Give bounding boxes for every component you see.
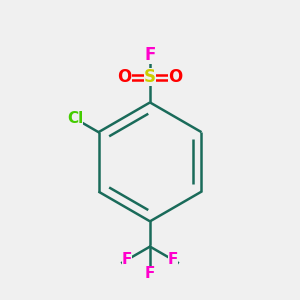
Text: F: F xyxy=(168,253,178,268)
Text: F: F xyxy=(144,46,156,64)
Text: S: S xyxy=(144,68,156,86)
Text: O: O xyxy=(118,68,132,86)
Text: F: F xyxy=(145,266,155,281)
Text: Cl: Cl xyxy=(67,111,83,126)
Text: O: O xyxy=(168,68,182,86)
Text: F: F xyxy=(122,253,132,268)
